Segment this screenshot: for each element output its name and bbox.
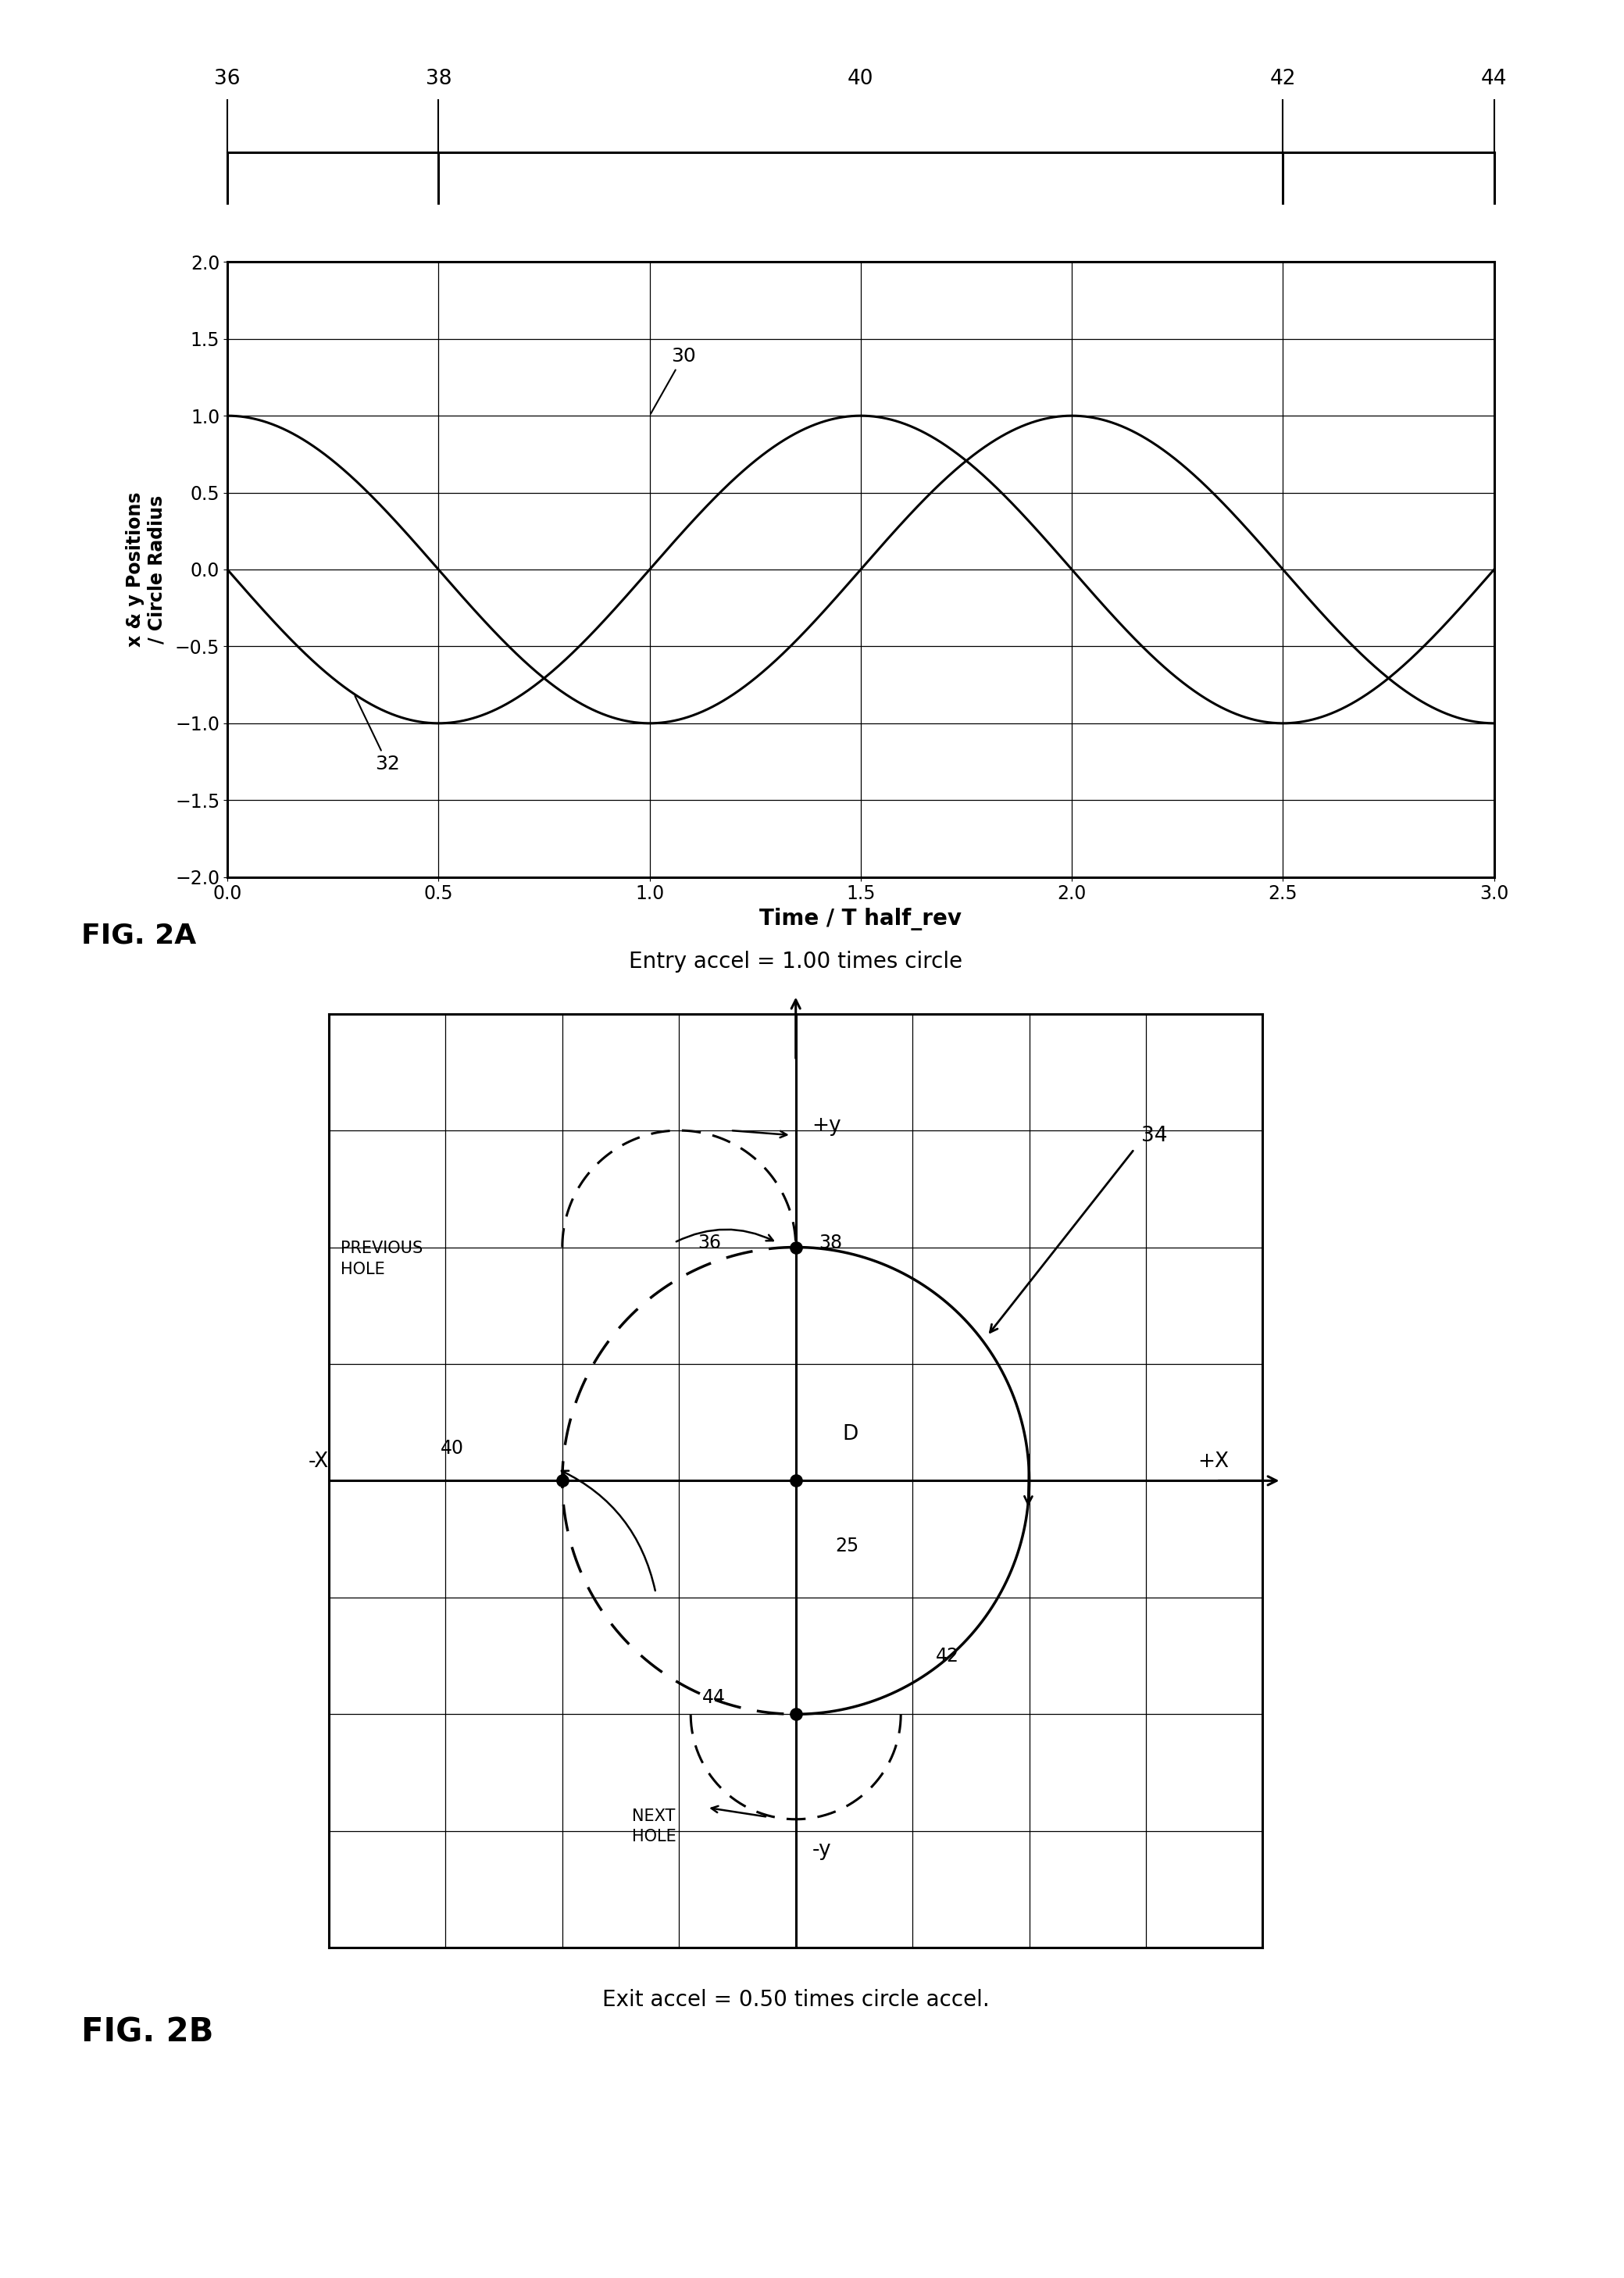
Text: 32: 32 [356,697,400,772]
Text: 25: 25 [835,1538,859,1556]
Text: 40: 40 [848,68,874,89]
Text: -y: -y [812,1838,831,1859]
Text: 40: 40 [440,1440,464,1458]
Text: Exit accel = 0.50 times circle accel.: Exit accel = 0.50 times circle accel. [603,1989,989,2011]
Text: 44: 44 [702,1688,726,1706]
Text: 36: 36 [698,1232,721,1253]
Text: Entry accel = 1.00 times circle: Entry accel = 1.00 times circle [628,950,963,973]
Text: PREVIOUS
HOLE: PREVIOUS HOLE [341,1242,422,1278]
Text: +X: +X [1197,1451,1229,1472]
Text: 38: 38 [425,68,451,89]
Text: 44: 44 [1481,68,1507,89]
Text: 38: 38 [818,1232,843,1253]
Text: FIG. 2A: FIG. 2A [81,923,197,950]
Text: -X: -X [309,1451,328,1472]
Y-axis label: x & y Positions
/ Circle Radius: x & y Positions / Circle Radius [125,492,166,647]
Text: FIG. 2B: FIG. 2B [81,2016,213,2048]
Text: NEXT
HOLE: NEXT HOLE [632,1809,677,1845]
Text: 30: 30 [651,346,695,415]
Text: 42: 42 [1270,68,1296,89]
Text: +y: +y [812,1116,841,1137]
Text: D: D [843,1424,857,1444]
Text: 36: 36 [214,68,240,89]
Text: 34: 34 [1142,1125,1168,1146]
Text: 42: 42 [935,1647,960,1665]
X-axis label: Time / T half_rev: Time / T half_rev [760,907,961,929]
